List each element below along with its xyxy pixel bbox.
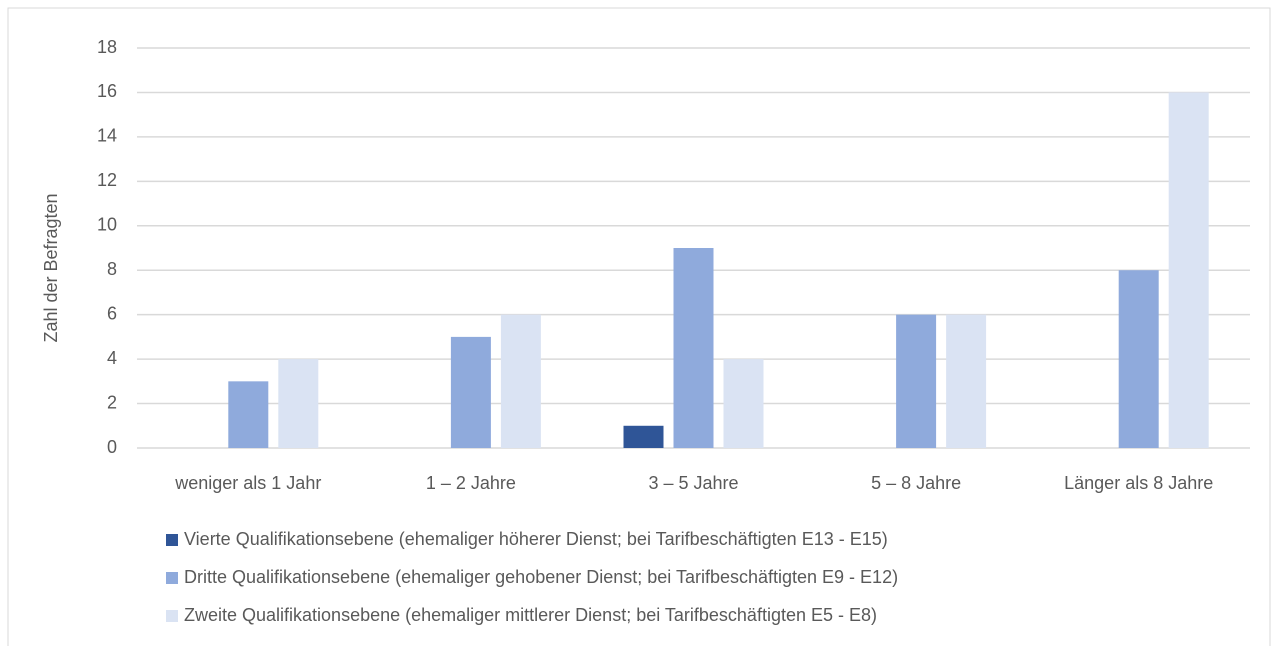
y-tick-label: 12: [97, 170, 117, 190]
x-tick-label: Länger als 8 Jahre: [1064, 473, 1213, 493]
x-tick-label: 3 – 5 Jahre: [648, 473, 738, 493]
bar: [1118, 270, 1159, 448]
y-tick-label: 14: [97, 126, 117, 146]
chart-frame: [7, 7, 1271, 651]
legend-swatch: [166, 534, 178, 546]
bar: [450, 336, 491, 448]
bar: [946, 314, 987, 448]
bar: [278, 359, 319, 448]
legend-label: Vierte Qualifikationsebene (ehemaliger h…: [184, 529, 888, 549]
bar: [500, 314, 541, 448]
y-tick-label: 16: [97, 81, 117, 101]
bar: [228, 381, 269, 448]
legend-swatch: [166, 610, 178, 622]
y-tick-label: 0: [107, 437, 117, 457]
y-tick-label: 6: [107, 303, 117, 323]
bar: [673, 248, 714, 448]
bar: [1168, 92, 1209, 448]
legend-label: Zweite Qualifikationsebene (ehemaliger m…: [184, 605, 877, 625]
bar: [896, 314, 937, 448]
y-axis-label: Zahl der Befragten: [41, 193, 61, 342]
x-tick-label: 1 – 2 Jahre: [426, 473, 516, 493]
x-tick-label: weniger als 1 Jahr: [174, 473, 321, 493]
y-tick-label: 2: [107, 392, 117, 412]
legend-label: Dritte Qualifikationsebene (ehemaliger g…: [184, 567, 898, 587]
bar: [623, 425, 664, 448]
y-tick-label: 18: [97, 37, 117, 57]
y-tick-label: 4: [107, 348, 117, 368]
x-tick-label: 5 – 8 Jahre: [871, 473, 961, 493]
bar: [723, 359, 764, 448]
y-tick-label: 8: [107, 259, 117, 279]
legend-swatch: [166, 572, 178, 584]
y-tick-label: 10: [97, 215, 117, 235]
